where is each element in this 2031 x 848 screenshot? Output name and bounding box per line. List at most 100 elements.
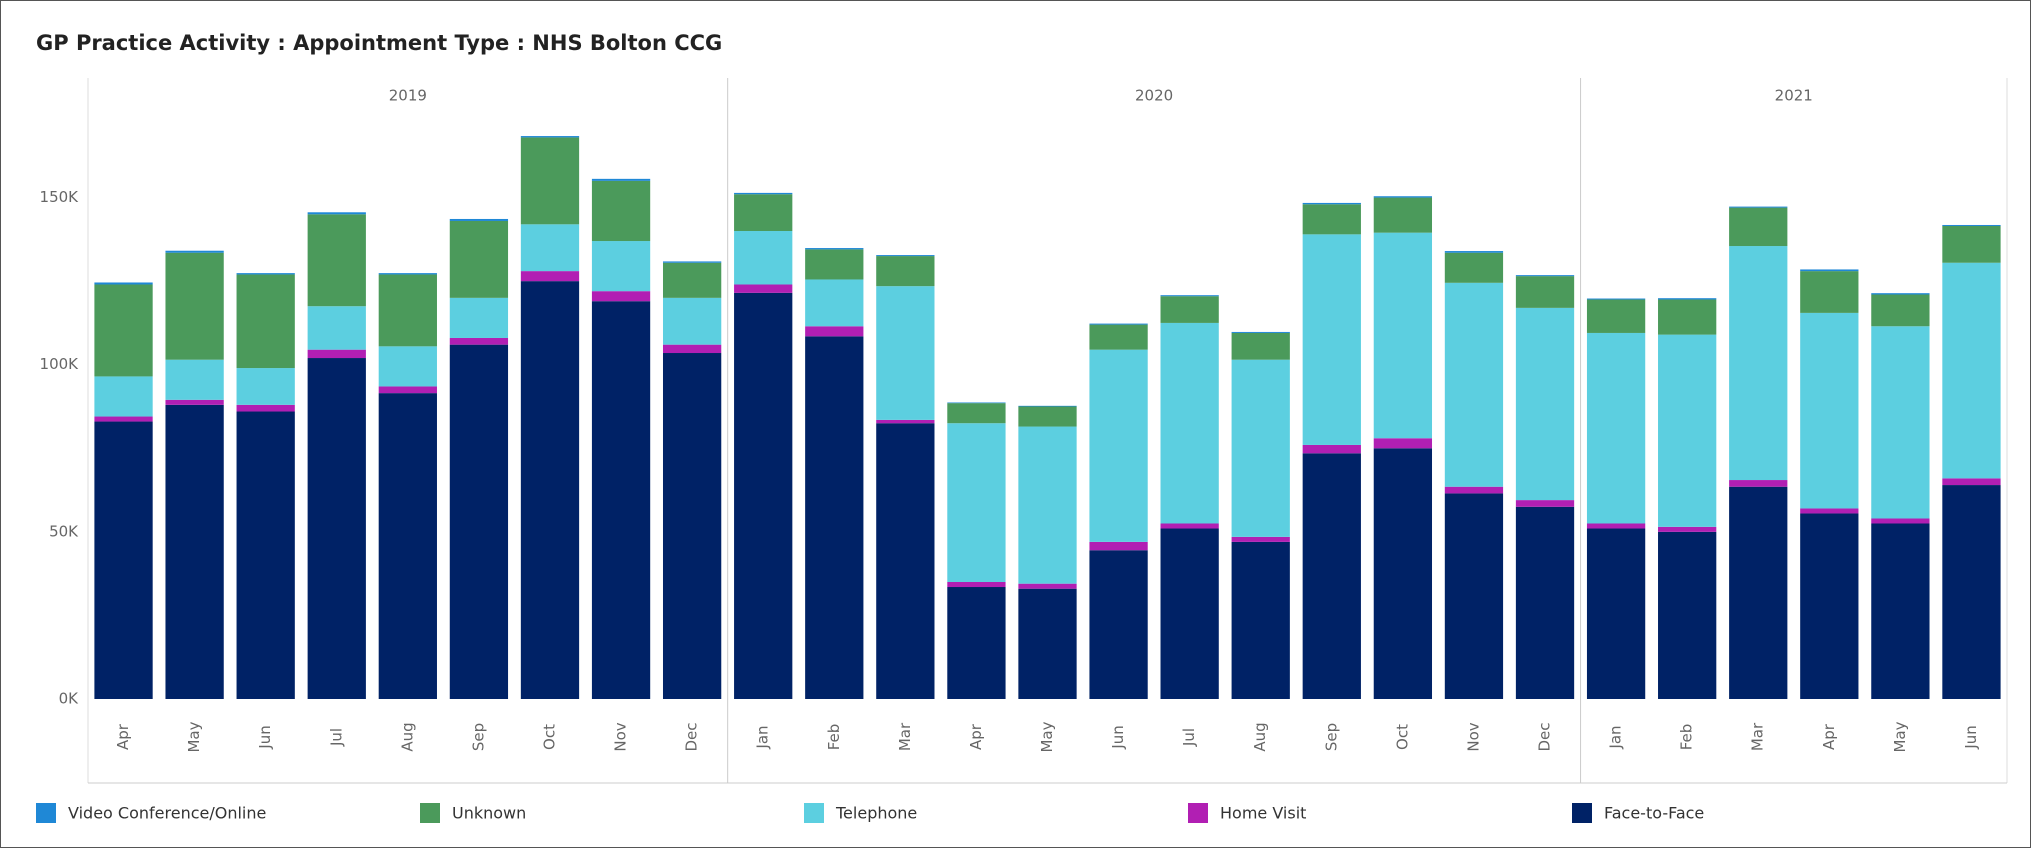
legend-label: Home Visit	[1220, 804, 1306, 823]
x-tick-label: Jul	[1180, 728, 1198, 747]
bar-segment	[1942, 262, 2001, 479]
bar-segment	[1373, 448, 1433, 699]
x-tick-label: Mar	[1749, 722, 1767, 751]
bar-segment	[1515, 275, 1575, 277]
bar-segment	[1231, 331, 1290, 333]
bar-segment	[1800, 513, 1859, 699]
y-tick-label: 50K	[49, 522, 79, 540]
x-tick-label: Aug	[1251, 722, 1269, 751]
bar-segment	[947, 423, 1006, 582]
bar-segment	[1515, 506, 1575, 699]
bar-segment	[947, 582, 1006, 588]
x-tick-label: Sep	[1322, 723, 1340, 751]
bar-segment	[1444, 493, 1504, 699]
legend-swatch	[1572, 803, 1592, 823]
bar-segment	[1302, 202, 1361, 205]
bar-segment	[378, 393, 437, 699]
bar-segment	[734, 194, 793, 231]
bar-segment	[94, 421, 153, 699]
bar-segment	[662, 262, 722, 298]
bar-segment	[662, 344, 722, 354]
bar-segment	[449, 220, 509, 298]
x-tick-label: Oct	[540, 724, 558, 750]
bar-segment	[1871, 293, 1930, 295]
x-tick-label: Feb	[825, 724, 843, 751]
bar-segment	[805, 336, 864, 699]
bar-segment	[1018, 583, 1077, 589]
bar-segment	[591, 180, 651, 242]
bar-segment	[947, 403, 1006, 424]
bar-segment	[1444, 252, 1504, 283]
bar-segment	[307, 212, 366, 215]
bar-segment	[1729, 206, 1788, 208]
y-tick-label: 150K	[40, 188, 80, 206]
bar-segment	[1871, 523, 1930, 699]
bar-segment	[1089, 550, 1148, 699]
bar-segment	[449, 218, 509, 221]
bar-segment	[236, 273, 295, 275]
bar-segment	[1800, 271, 1859, 313]
bar-segment	[805, 249, 864, 280]
y-tick-label: 100K	[40, 355, 80, 373]
bar-segment	[1729, 480, 1788, 487]
bar-segment	[1942, 224, 2001, 226]
bar-segment	[1586, 523, 1646, 529]
bar-segment	[1018, 405, 1077, 407]
bar-segment	[378, 346, 437, 387]
bar-segment	[1160, 322, 1219, 524]
bar-segment	[876, 255, 935, 257]
legend-label: Face-to-Face	[1604, 804, 1704, 823]
bar-segment	[1586, 299, 1646, 333]
y-tick-label: 0K	[59, 690, 80, 708]
bar-segment	[1089, 541, 1148, 551]
bar-segment	[1231, 541, 1290, 699]
x-tick-label: Dec	[683, 722, 701, 751]
x-tick-label: May	[185, 721, 203, 752]
bar-segment	[1089, 349, 1148, 542]
bar-segment	[1729, 486, 1788, 699]
year-label: 2020	[1135, 87, 1173, 105]
x-tick-label: Jul	[327, 728, 345, 747]
x-tick-label: Apr	[114, 723, 132, 750]
bar-segment	[1302, 204, 1361, 235]
x-tick-label: Apr	[1820, 723, 1838, 750]
bar-segment	[94, 376, 153, 417]
bar-segment	[876, 419, 935, 424]
x-tick-label: Mar	[896, 722, 914, 751]
legend-swatch	[36, 803, 56, 823]
x-tick-label: Jan	[754, 725, 772, 749]
x-tick-label: Jun	[1109, 725, 1127, 749]
bar-segment	[1658, 531, 1717, 699]
bar-segment	[734, 192, 793, 195]
bar-segment	[1373, 197, 1433, 233]
bar-segment	[378, 386, 437, 394]
bar-segment	[591, 241, 651, 292]
bar-segment	[805, 248, 864, 250]
bar-segment	[1018, 406, 1077, 427]
bar-segment	[1658, 298, 1717, 300]
x-tick-label: Dec	[1536, 722, 1554, 751]
bar-segment	[1586, 528, 1646, 699]
bar-segment	[1942, 485, 2001, 699]
bar-segment	[1729, 246, 1788, 481]
chart-title: GP Practice Activity : Appointment Type …	[36, 31, 722, 55]
bar-segment	[734, 231, 793, 285]
bar-segment	[307, 214, 366, 307]
bar-segment	[236, 368, 295, 405]
legend-swatch	[420, 803, 440, 823]
x-tick-label: Jan	[1607, 725, 1625, 749]
bar-segment	[449, 337, 509, 345]
bar-segment	[520, 136, 580, 138]
bar-segment	[1515, 276, 1575, 308]
bar-segment	[591, 301, 651, 699]
bar-segment	[1800, 269, 1859, 272]
year-label: 2019	[389, 87, 427, 105]
bar-segment	[591, 178, 651, 181]
bar-segment	[1515, 307, 1575, 501]
bar-segment	[1800, 312, 1859, 509]
bar-segment	[662, 353, 722, 699]
x-tick-label: Apr	[967, 723, 985, 750]
bar-segment	[805, 326, 864, 337]
x-tick-label: Jun	[1962, 725, 1980, 749]
